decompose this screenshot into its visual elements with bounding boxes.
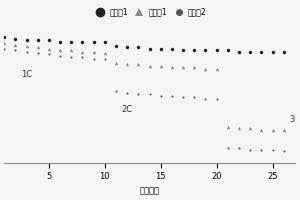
Point	[2, 42, 7, 45]
Point	[270, 50, 275, 53]
Point	[69, 40, 74, 43]
Point	[13, 43, 18, 46]
Point	[259, 128, 264, 131]
Point	[225, 125, 230, 129]
Point	[91, 50, 96, 53]
Point	[214, 97, 219, 100]
Point	[69, 56, 74, 59]
Point	[35, 39, 40, 42]
Point	[125, 91, 130, 94]
X-axis label: 循环次数: 循环次数	[140, 187, 160, 196]
Point	[114, 90, 118, 93]
Point	[46, 53, 51, 56]
Text: 3: 3	[289, 115, 295, 124]
Point	[181, 49, 185, 52]
Point	[46, 39, 51, 42]
Point	[147, 64, 152, 67]
Text: 2C: 2C	[122, 105, 133, 114]
Point	[203, 67, 208, 70]
Point	[270, 148, 275, 151]
Point	[259, 50, 264, 53]
Point	[2, 36, 7, 39]
Point	[24, 50, 29, 53]
Point	[192, 66, 197, 69]
Point	[169, 94, 174, 97]
Point	[169, 47, 174, 50]
Point	[24, 39, 29, 42]
Point	[91, 57, 96, 60]
Point	[136, 93, 141, 96]
Point	[248, 50, 253, 53]
Point	[58, 49, 62, 52]
Point	[2, 47, 7, 50]
Point	[13, 37, 18, 40]
Point	[125, 63, 130, 66]
Point	[58, 54, 62, 58]
Point	[214, 49, 219, 52]
Point	[102, 40, 107, 43]
Point	[114, 61, 118, 65]
Point	[169, 66, 174, 69]
Point	[35, 46, 40, 49]
Point	[158, 94, 163, 97]
Point	[281, 50, 286, 53]
Point	[281, 128, 286, 131]
Point	[80, 40, 85, 43]
Point	[237, 127, 242, 130]
Point	[114, 44, 118, 48]
Point	[158, 47, 163, 50]
Point	[80, 56, 85, 59]
Point	[125, 46, 130, 49]
Point	[181, 96, 185, 99]
Point	[69, 49, 74, 52]
Point	[248, 148, 253, 151]
Point	[147, 47, 152, 50]
Legend: 实施例1, 对比例1, 对比例2: 实施例1, 对比例1, 对比例2	[91, 6, 208, 18]
Point	[248, 127, 253, 130]
Point	[80, 50, 85, 53]
Point	[24, 44, 29, 48]
Point	[102, 57, 107, 60]
Point	[237, 147, 242, 150]
Point	[147, 93, 152, 96]
Point	[192, 49, 197, 52]
Point	[203, 49, 208, 52]
Point	[281, 150, 286, 153]
Point	[91, 40, 96, 43]
Point	[237, 50, 242, 53]
Point	[13, 49, 18, 52]
Point	[270, 128, 275, 131]
Point	[35, 51, 40, 55]
Point	[192, 96, 197, 99]
Point	[46, 47, 51, 50]
Point	[203, 97, 208, 100]
Point	[58, 40, 62, 43]
Point	[225, 147, 230, 150]
Point	[158, 64, 163, 67]
Point	[136, 46, 141, 49]
Point	[181, 66, 185, 69]
Point	[225, 49, 230, 52]
Text: 1C: 1C	[21, 70, 32, 79]
Point	[214, 67, 219, 70]
Point	[136, 63, 141, 66]
Point	[102, 51, 107, 55]
Point	[259, 148, 264, 151]
